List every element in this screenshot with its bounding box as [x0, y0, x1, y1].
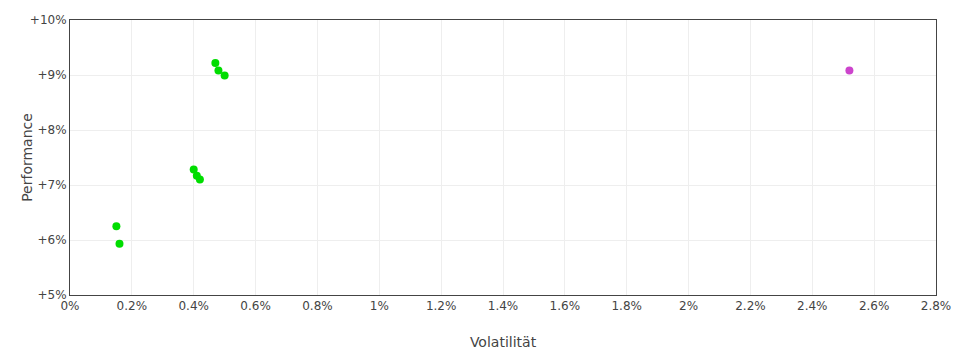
svg-text:0%: 0% [60, 299, 79, 313]
svg-text:1.6%: 1.6% [550, 299, 581, 313]
svg-text:+6%: +6% [38, 233, 67, 247]
svg-text:1.4%: 1.4% [488, 299, 519, 313]
svg-text:Volatilität: Volatilität [470, 334, 537, 350]
svg-text:1.2%: 1.2% [426, 299, 457, 313]
svg-text:2.2%: 2.2% [735, 299, 766, 313]
svg-text:0.2%: 0.2% [117, 299, 148, 313]
svg-text:+8%: +8% [38, 123, 67, 137]
svg-text:0.4%: 0.4% [178, 299, 209, 313]
svg-text:2%: 2% [679, 299, 698, 313]
svg-text:2.6%: 2.6% [859, 299, 890, 313]
svg-text:+7%: +7% [38, 178, 67, 192]
svg-text:Performance: Performance [19, 113, 35, 202]
svg-text:2.4%: 2.4% [797, 299, 828, 313]
svg-text:1%: 1% [370, 299, 389, 313]
svg-text:0.6%: 0.6% [240, 299, 271, 313]
svg-text:+10%: +10% [30, 13, 67, 27]
svg-text:+5%: +5% [38, 288, 67, 302]
svg-text:2.8%: 2.8% [921, 299, 952, 313]
svg-text:+9%: +9% [38, 68, 67, 82]
svg-text:1.8%: 1.8% [611, 299, 642, 313]
svg-text:0.8%: 0.8% [302, 299, 333, 313]
